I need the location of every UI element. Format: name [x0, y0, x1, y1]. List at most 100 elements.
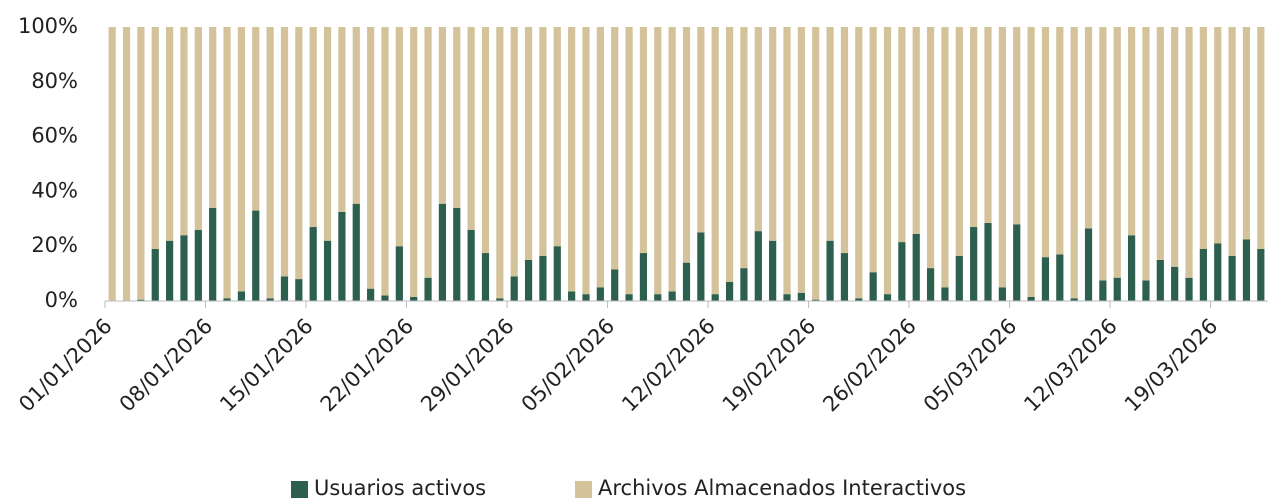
bar-segment [912, 27, 920, 234]
bar-segment [510, 276, 518, 301]
bar-segment [1142, 280, 1150, 301]
bar-segment [252, 27, 260, 211]
bar-segment [453, 27, 461, 208]
bar-segment [883, 294, 892, 301]
bar-segment [797, 27, 805, 293]
bar-segment [194, 229, 202, 301]
bar-segment [367, 27, 375, 289]
bar-segment [826, 27, 834, 241]
bar-segment [352, 27, 360, 204]
bar-segment [424, 277, 432, 301]
bar-segment [252, 210, 260, 301]
bar-segment [783, 294, 791, 301]
bar-segment [410, 27, 418, 297]
bar-segment [352, 203, 360, 301]
y-tick-label: 80% [31, 69, 78, 93]
bar-segment [1070, 298, 1078, 301]
bar-segment [855, 27, 863, 299]
bar-segment [754, 231, 762, 301]
bar-segment [309, 27, 317, 228]
bar-segment [438, 203, 447, 301]
bar-segment [223, 27, 231, 299]
bar-segment [926, 27, 935, 269]
y-tick-label: 100% [18, 14, 78, 38]
legend-label: Usuarios activos [314, 476, 486, 500]
bar-segment [1142, 27, 1150, 281]
bar-segment [668, 27, 676, 292]
x-tick-label: 15/01/2026 [215, 314, 318, 417]
bar-segment [481, 253, 490, 301]
bar-segment [166, 240, 174, 301]
bar-segment [1070, 27, 1078, 299]
bar-segment [266, 27, 274, 299]
bar-segment [1257, 27, 1265, 249]
y-tick-label: 40% [31, 178, 78, 202]
bar-segment [1013, 27, 1021, 225]
bar-segment [553, 246, 561, 301]
bar-segment [467, 27, 475, 230]
bar-segment [611, 27, 619, 270]
legend-swatch [575, 481, 592, 498]
bar-segment [955, 255, 963, 301]
bar-segment [453, 207, 461, 301]
x-tick-label: 12/03/2026 [1019, 314, 1122, 417]
bar-segment [209, 207, 217, 301]
bar-segment [108, 27, 116, 301]
bar-segment [941, 27, 949, 288]
bar-segment [309, 227, 317, 301]
bar-segment [295, 279, 303, 301]
bar-segment [1027, 27, 1035, 297]
bar-segment [194, 27, 202, 230]
bar-segment [812, 27, 820, 300]
x-tick-label: 26/02/2026 [818, 314, 921, 417]
bar-segment [740, 268, 748, 301]
bar-segment [323, 27, 332, 241]
bar-segment [1171, 27, 1179, 267]
bar-segment [323, 240, 332, 301]
x-tick-label: 22/01/2026 [316, 314, 419, 417]
y-tick-label: 20% [31, 233, 78, 257]
bar-segment [180, 27, 188, 236]
bar-segment [654, 294, 662, 301]
bar-segment [1214, 243, 1222, 301]
bar-segment [596, 27, 604, 288]
bar-segment [984, 27, 992, 223]
bar-segment [998, 287, 1006, 301]
bar-segment [553, 27, 561, 247]
bar-segment [826, 240, 834, 301]
bar-segment [180, 235, 188, 301]
bar-segment [611, 269, 619, 301]
bar-segment [1013, 224, 1021, 301]
bar-segment [1127, 235, 1136, 301]
bar-segment [840, 253, 849, 301]
bar-segment [151, 27, 159, 249]
bar-segment [783, 27, 791, 295]
bar-segment [1199, 27, 1207, 249]
bar-segment [840, 27, 849, 254]
x-tick-label: 05/02/2026 [517, 314, 620, 417]
bar-segment [295, 27, 303, 280]
bar-segment [1127, 27, 1136, 236]
bar-segment [998, 27, 1006, 288]
bar-segment [1041, 27, 1050, 258]
bar-segment [668, 291, 676, 301]
bar-segment [898, 242, 906, 301]
bar-segment [166, 27, 174, 241]
bar-segment [970, 27, 978, 228]
bar-segment [970, 227, 978, 301]
bar-segment [625, 27, 633, 295]
y-tick-label: 60% [31, 124, 78, 148]
bar-segment [654, 27, 662, 295]
bar-segment [496, 27, 504, 299]
bar-segment [740, 27, 748, 269]
bar-segment [697, 27, 705, 233]
bar-segment [1242, 27, 1251, 240]
bar-segment [151, 248, 159, 301]
bar-segment [410, 296, 418, 301]
bar-segment [1214, 27, 1222, 244]
bar-segment [1084, 27, 1093, 229]
bar-segment [381, 295, 389, 301]
bar-segment [1113, 27, 1121, 278]
bar-segment [209, 27, 217, 208]
